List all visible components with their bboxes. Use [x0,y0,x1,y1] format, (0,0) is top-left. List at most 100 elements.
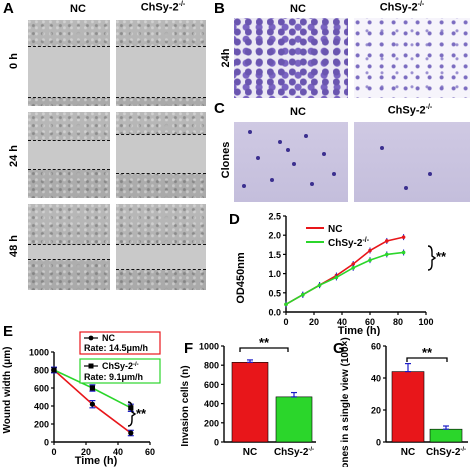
chart-g-ytick-label: 60 [371,342,381,352]
chart-f-ytick-label: 600 [204,380,219,390]
panel-label-d: D [229,211,240,228]
chart-d-xtick-label: 40 [337,317,347,327]
chart-d-ytick-label: 0.5 [268,288,281,298]
chart-d-marks [284,234,406,308]
chart-d-ytick-label: 2.0 [268,231,281,241]
chart-d-ylabel: OD450nm [235,252,247,304]
panel-label-f: F [184,340,194,357]
chart-g-ytick-label: 20 [371,406,381,416]
micrograph-chsy2-24h [116,112,206,198]
chart-g-xtick-label: ChSy-2-/- [426,447,466,458]
chart-e-point [89,385,95,391]
column-label-chsy2-c: ChSy-2-/- [387,104,433,117]
chart-d-ytick-label: 1.0 [268,269,281,279]
chart-f-marks: NC ChSy-2-/- [231,359,314,458]
chart-d-legend-nc: NC [328,224,342,235]
chart-d-ytick-label: 2.5 [268,212,281,222]
chart-e-ylabel: Wound width (μm) [2,346,13,433]
chart-e-rate-ko: Rate: 9.1μm/h [84,372,143,382]
chart-e-point [128,405,134,411]
chart-d-point [401,235,406,239]
chart-g-ytick-label: 40 [371,374,381,384]
chart-e-legend-ko: ChSy-2-/- [102,361,139,371]
column-label-chsy2-b: ChSy-2-/- [379,1,425,14]
panel-label-a: A [3,0,14,17]
chart-f-xtick-label: ChSy-2-/- [274,447,314,458]
chart-f-ytick-label: 400 [204,399,219,409]
chart-e-xtick-label: 0 [51,447,56,457]
chart-d-point [368,258,372,262]
chart-d-point [385,239,389,243]
column-label-nc-b: NC [290,3,306,15]
chart-d-xtick-label: 60 [365,317,375,327]
chart-e-xtick-label: 40 [113,447,123,457]
micrograph-nc-24h [28,112,110,198]
chart-e-axes: 0 200 400 600 800 1000 0 20 40 60 [29,348,155,458]
chart-f-bar [275,396,313,443]
transwell-nc-24h [234,18,348,98]
chart-d-xlabel: Time (h) [338,325,381,336]
chart-g: 0 20 40 60 NC ChSy-2-/- Clones in a single v… [340,337,468,467]
chart-d-xtick-label: 0 [283,317,288,327]
chart-g-significance: ** [422,345,433,360]
row-label-48h: 48 h [8,235,20,258]
chart-e-xtick-label: 20 [81,447,91,457]
micrograph-nc-48h [28,204,110,290]
chart-e-point [89,401,95,407]
chart-d-xtick-label: 100 [418,317,433,327]
chart-f-xtick-label: NC [243,447,257,458]
chart-d-ytick-label: 1.5 [268,250,281,260]
column-label-nc-c: NC [290,106,306,118]
column-label-chsy2: ChSy-2-/- [140,1,186,14]
chart-g-bar [429,428,463,443]
chart-e-point [128,430,134,436]
chart-f-ytick-label: 800 [204,361,219,371]
clones-nc [234,122,348,202]
row-label-0h: 0 h [8,53,20,69]
chart-d-series-line [285,251,404,306]
chart-e-ytick-label: 200 [34,420,49,430]
chart-e-rate-nc: Rate: 14.5μm/h [84,343,148,353]
chart-d-point [351,266,355,270]
row-label-clones: Clones [220,141,232,179]
micrograph-chsy2-0h [116,20,206,106]
chart-d-significance-bracket [427,245,437,271]
chart-f-ytick-label: 200 [204,418,219,428]
chart-f-ytick-label: 0 [214,438,219,448]
chart-d-point [368,248,372,253]
chart-f-ytick-label: 1000 [199,342,219,352]
chart-e-ytick-label: 800 [34,366,49,376]
transwell-chsy2-24h [354,18,470,98]
chart-e-point [51,367,57,373]
chart-e-xtick-label: 60 [145,447,155,457]
chart-g-ylabel: Clones in a single view (100×) [340,337,351,467]
chart-e: 0 200 400 600 800 1000 0 20 40 60 Wound width (μm… [2,331,161,467]
panel-label-c: C [214,100,225,117]
panel-label-g: G [333,340,345,357]
chart-e-ytick-label: 400 [34,402,49,412]
chart-g-xtick-label: NC [401,447,415,458]
chart-d: 0.0 0.5 1.0 1.5 2.0 2.5 0 20 40 60 80 100 OD450nm T… [235,212,447,337]
chart-g-marks: NC ChSy-2-/- [391,363,466,458]
chart-d-ytick-label: 0.0 [268,308,281,318]
chart-e-significance: ** [136,406,147,421]
micrograph-chsy2-48h [116,204,206,290]
chart-d-axes: 0.0 0.5 1.0 1.5 2.0 2.5 0 20 40 60 80 100 [268,212,433,328]
chart-d-point [401,250,406,255]
chart-e-legend-nc-box [79,331,161,355]
micrograph-nc-0h [28,20,110,106]
chart-d-point [385,252,389,257]
chart-d-legend-ko: ChSy-2-/- [328,237,370,249]
chart-f-significance-bracket [239,347,289,352]
chart-e-ytick-label: 0 [44,438,49,448]
chart-e-xlabel: Time (h) [75,455,118,467]
chart-e-ytick-label: 600 [34,384,49,394]
row-label-24h-b: 24h [220,48,232,68]
chart-e-legend-ko-box [79,358,161,384]
clones-chsy2 [354,122,470,202]
chart-g-bar [391,371,425,443]
panel-label-b: B [214,0,225,17]
chart-e-ytick-label: 1000 [29,348,49,358]
row-label-24h: 24 h [8,145,20,168]
chart-f: 0 200 400 600 800 1000 NC ChSy-2-/- Invasion c… [180,336,316,458]
